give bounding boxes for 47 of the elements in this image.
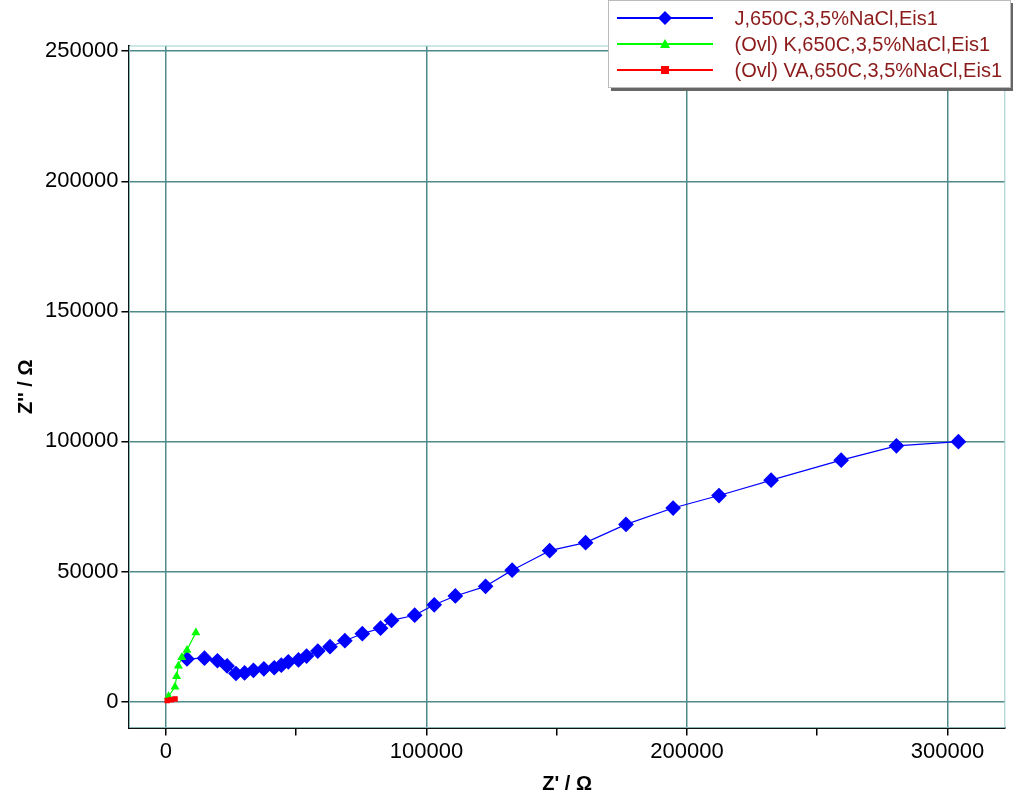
y-tick-label: 150000 (44, 297, 119, 323)
point (322, 639, 338, 655)
x-tick-label: 300000 (910, 737, 985, 763)
point (833, 452, 849, 468)
point (383, 612, 400, 629)
point (191, 628, 200, 636)
y-tick-label: 50000 (57, 557, 119, 583)
point (372, 620, 389, 636)
point (477, 578, 494, 594)
legend-label: J,650C,3,5%NaCl,Eis1 (734, 6, 938, 30)
point (196, 650, 213, 666)
point (168, 697, 174, 703)
point (354, 626, 370, 642)
point (337, 633, 353, 649)
legend-label: (Ovl) K,650C,3,5%NaCl,Eis1 (734, 32, 991, 56)
point (542, 543, 558, 559)
legend-label: (Ovl) VA,650C,3,5%NaCl,Eis1 (734, 58, 1002, 82)
x-tick-label: 200000 (650, 737, 724, 763)
point (426, 597, 442, 613)
point (578, 535, 594, 551)
y-tick-label: 250000 (44, 37, 119, 63)
point (182, 645, 192, 653)
y-tick-label: 0 (106, 687, 119, 713)
y-axis-title: Z'' / Ω (13, 359, 36, 415)
point (665, 500, 681, 516)
point (298, 648, 315, 664)
point (950, 434, 967, 450)
point (504, 562, 520, 578)
point (447, 588, 463, 604)
y-tick-label: 200000 (44, 167, 119, 193)
point (174, 661, 183, 669)
point (763, 472, 779, 488)
point (618, 516, 634, 533)
point (888, 438, 905, 454)
point (310, 643, 326, 659)
y-tick-label: 100000 (44, 427, 119, 453)
point (711, 487, 727, 504)
point (407, 607, 423, 623)
x-tick-label: 100000 (389, 737, 464, 763)
point (219, 658, 235, 674)
x-tick-label: 0 (159, 737, 173, 763)
point (170, 682, 180, 690)
point (172, 671, 181, 679)
point (172, 696, 178, 702)
point (177, 652, 186, 660)
point (209, 653, 226, 669)
x-axis-title: Z' / Ω (542, 771, 592, 794)
